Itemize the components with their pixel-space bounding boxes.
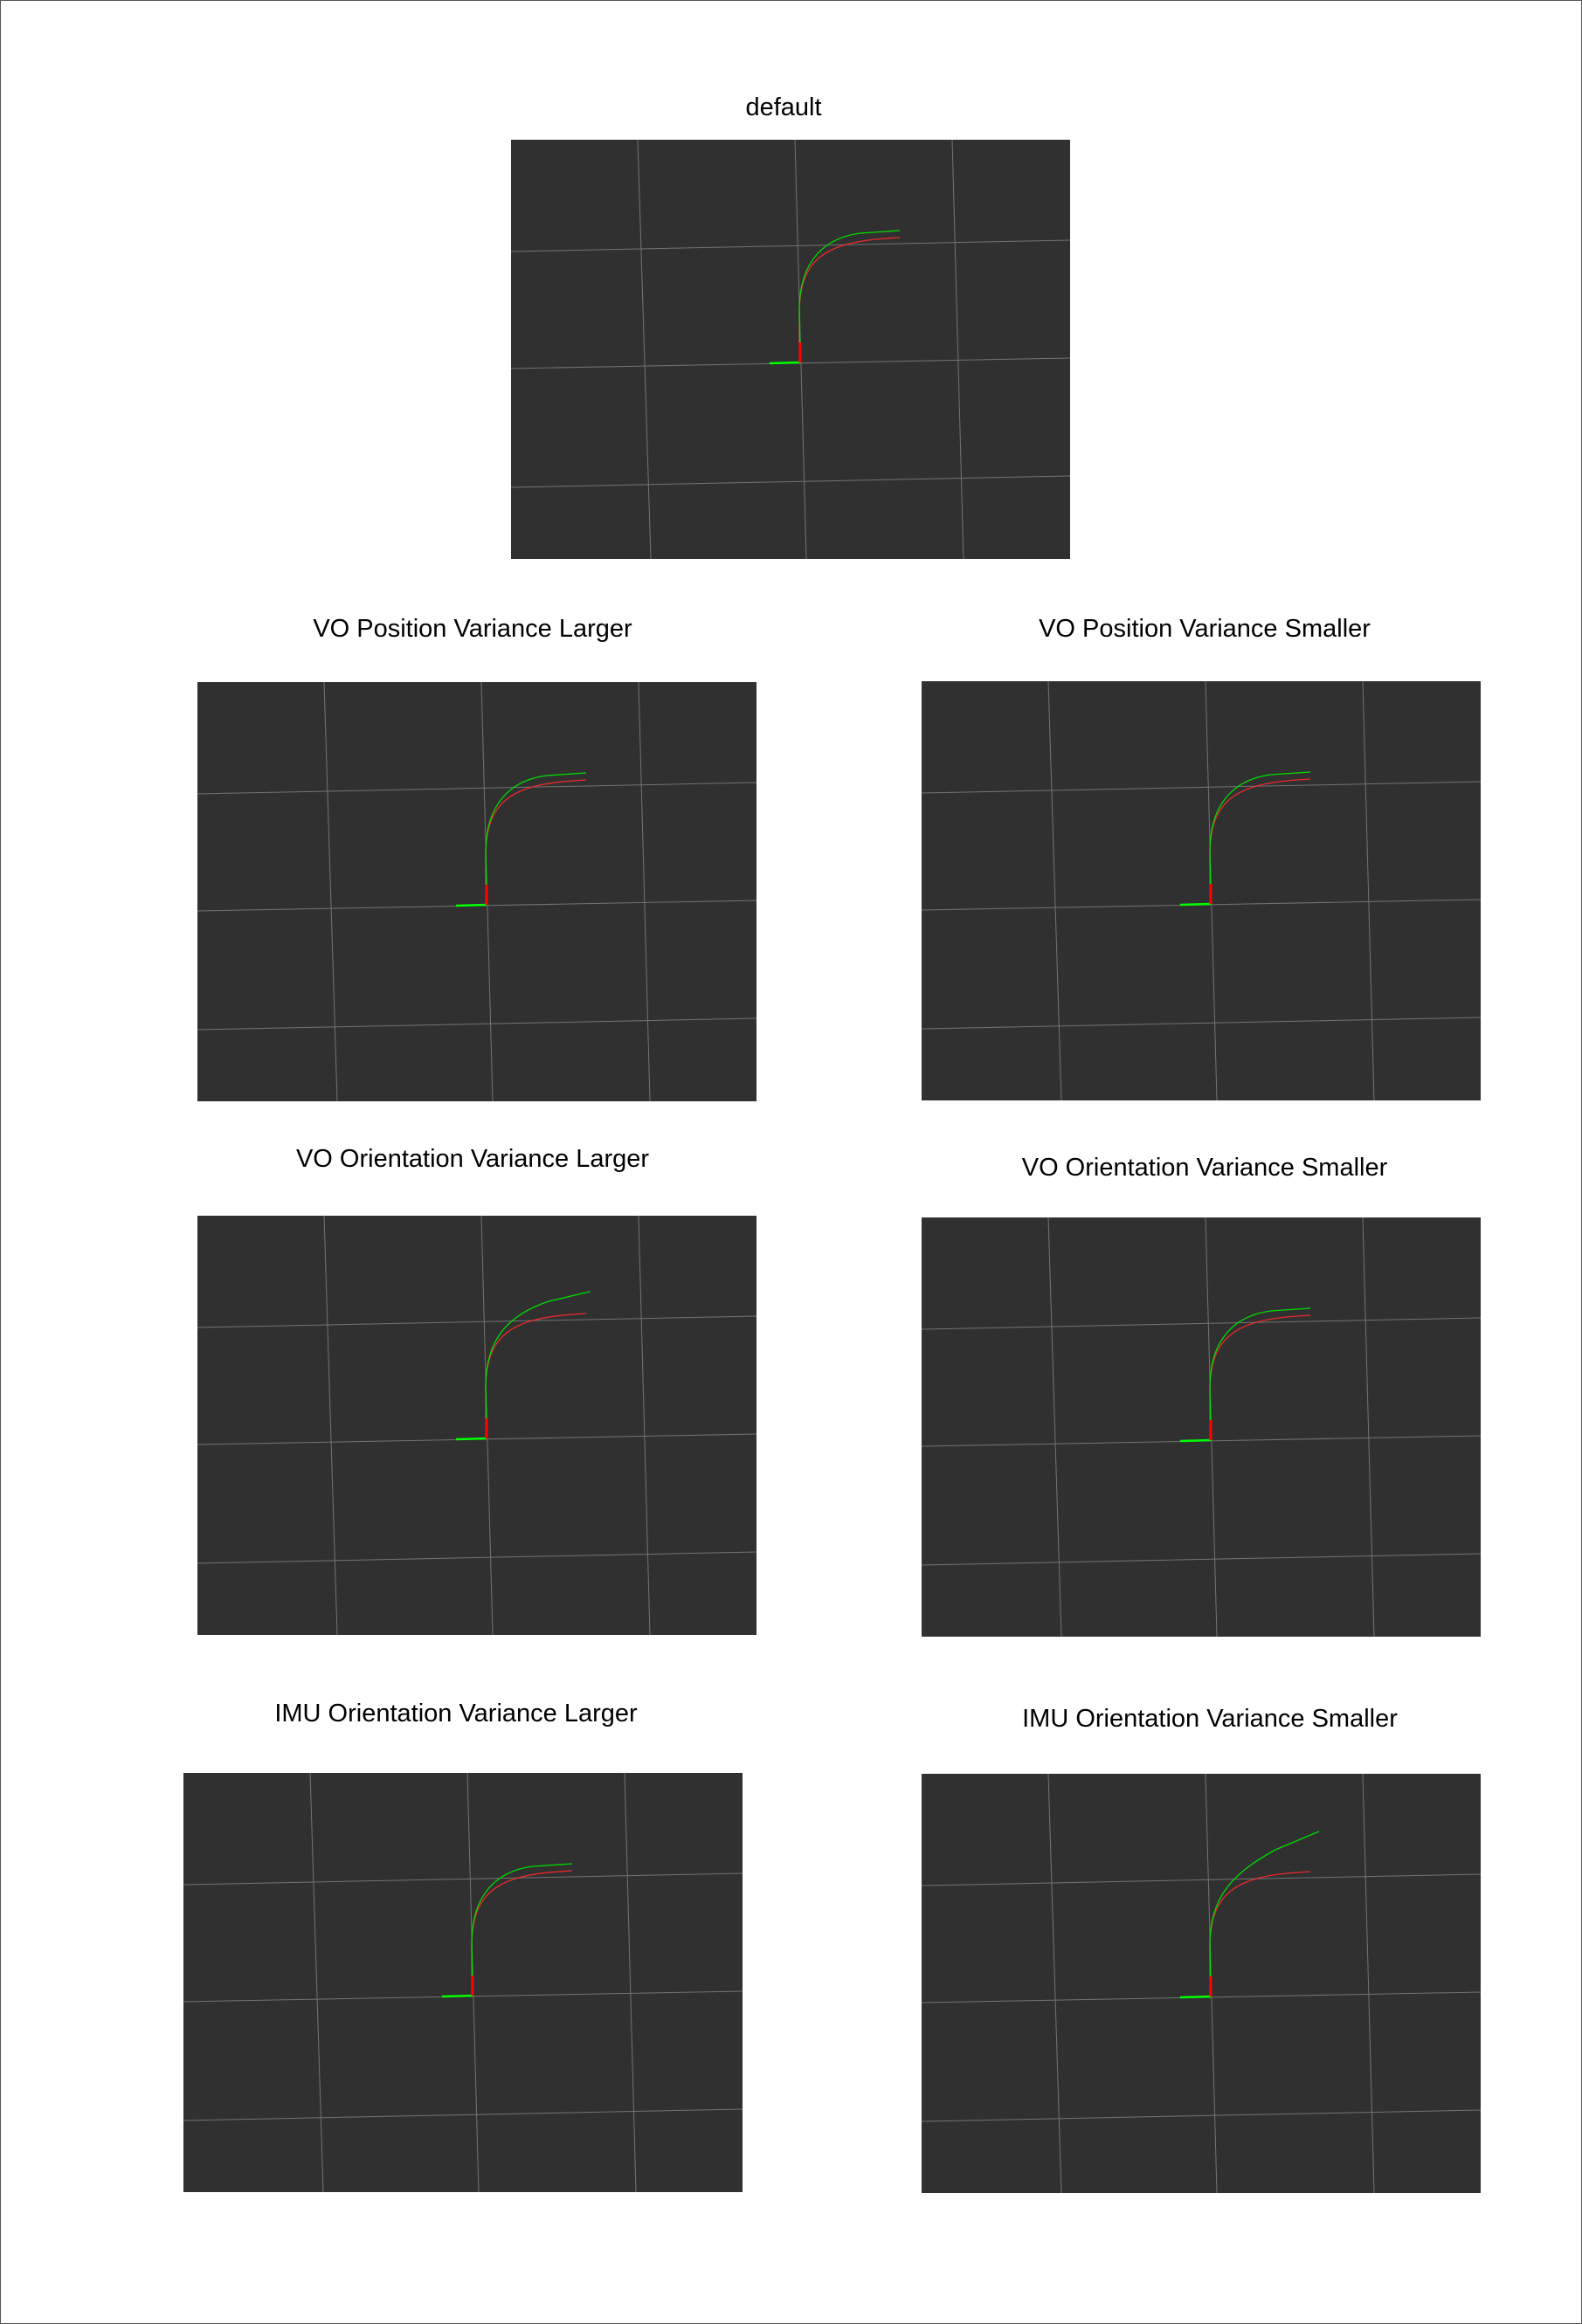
reference-trajectory	[798, 237, 901, 362]
grid-line-horizontal	[197, 1315, 756, 1328]
grid	[511, 140, 1070, 559]
grid-line-vertical	[637, 140, 652, 559]
estimated-trajectory	[471, 1863, 573, 1996]
grid	[922, 1774, 1481, 2193]
panel-title: IMU Orientation Variance Larger	[274, 1700, 638, 1727]
viewport-canvas	[183, 1773, 743, 2192]
grid-line-horizontal	[511, 475, 1070, 488]
grid	[197, 1216, 756, 1635]
grid	[197, 682, 756, 1101]
grid-line-horizontal	[922, 1553, 1481, 1566]
viewport-vo-position-smaller[interactable]	[922, 681, 1481, 1100]
grid-line-vertical	[1047, 681, 1062, 1100]
grid-line-vertical	[1047, 1217, 1062, 1637]
panel-title: VO Position Variance Smaller	[1039, 615, 1371, 643]
axis-x	[769, 361, 801, 365]
grid-line-vertical	[624, 1773, 637, 2192]
grid	[922, 1217, 1481, 1637]
axis-x	[1179, 1438, 1212, 1443]
grid-line-vertical	[1362, 681, 1375, 1100]
viewport-canvas	[922, 1774, 1481, 2193]
grid	[183, 1773, 743, 2192]
grid-line-horizontal	[922, 1017, 1481, 1030]
viewport-vo-orientation-larger[interactable]	[197, 1216, 756, 1635]
grid-line-vertical	[323, 1216, 338, 1635]
estimated-trajectory	[1209, 771, 1311, 905]
viewport-canvas	[511, 140, 1070, 559]
viewport-canvas	[197, 1216, 756, 1635]
grid-line-horizontal	[922, 1317, 1481, 1330]
grid-line-horizontal	[183, 2108, 743, 2121]
grid-line-vertical	[323, 682, 338, 1101]
grid-line-vertical	[1362, 1774, 1375, 2193]
estimated-trajectory	[1209, 1831, 1320, 1997]
estimated-trajectory	[485, 772, 587, 906]
grid-line-vertical	[309, 1773, 324, 2192]
grid-line-vertical	[1362, 1217, 1375, 1637]
reference-trajectory	[471, 1870, 573, 1996]
axis-x	[455, 1437, 487, 1441]
viewport-vo-orientation-smaller[interactable]	[922, 1217, 1481, 1637]
reference-trajectory	[1209, 778, 1311, 904]
grid-line-horizontal	[922, 781, 1481, 794]
estimated-trajectory	[798, 230, 901, 363]
grid-line-vertical	[1047, 1774, 1062, 2193]
grid-line-horizontal	[197, 1017, 756, 1031]
grid-line-horizontal	[922, 1873, 1481, 1886]
axis-x	[1179, 1995, 1212, 1999]
axis-x	[1179, 902, 1212, 907]
viewport-imu-orientation-larger[interactable]	[183, 1773, 743, 2192]
grid-line-horizontal	[922, 2109, 1481, 2122]
reference-trajectory	[485, 779, 587, 905]
viewport-imu-orientation-smaller[interactable]	[922, 1774, 1481, 2193]
estimated-trajectory	[1209, 1307, 1311, 1441]
panel-title: VO Orientation Variance Larger	[295, 1145, 650, 1173]
grid-line-horizontal	[183, 1872, 743, 1886]
viewport-canvas	[922, 1217, 1481, 1637]
panel-title: VO Orientation Variance Smaller	[1021, 1154, 1388, 1182]
grid-line-vertical	[638, 682, 651, 1101]
grid-line-vertical	[638, 1216, 651, 1635]
axis-x	[455, 903, 487, 907]
grid-line-horizontal	[197, 782, 756, 795]
panel-title: IMU Orientation Variance Smaller	[1022, 1705, 1398, 1733]
grid-line-horizontal	[511, 239, 1070, 252]
grid-line-vertical	[951, 140, 964, 559]
viewport-default[interactable]	[511, 140, 1070, 559]
viewport-vo-position-larger[interactable]	[197, 682, 756, 1101]
grid	[922, 681, 1481, 1100]
grid-line-horizontal	[197, 1551, 756, 1564]
viewport-canvas	[197, 682, 756, 1101]
reference-trajectory	[1209, 1314, 1311, 1440]
estimated-trajectory	[485, 1291, 591, 1439]
panel-title: default	[745, 93, 822, 121]
panel-title: VO Position Variance Larger	[313, 615, 632, 643]
viewport-canvas	[922, 681, 1481, 1100]
